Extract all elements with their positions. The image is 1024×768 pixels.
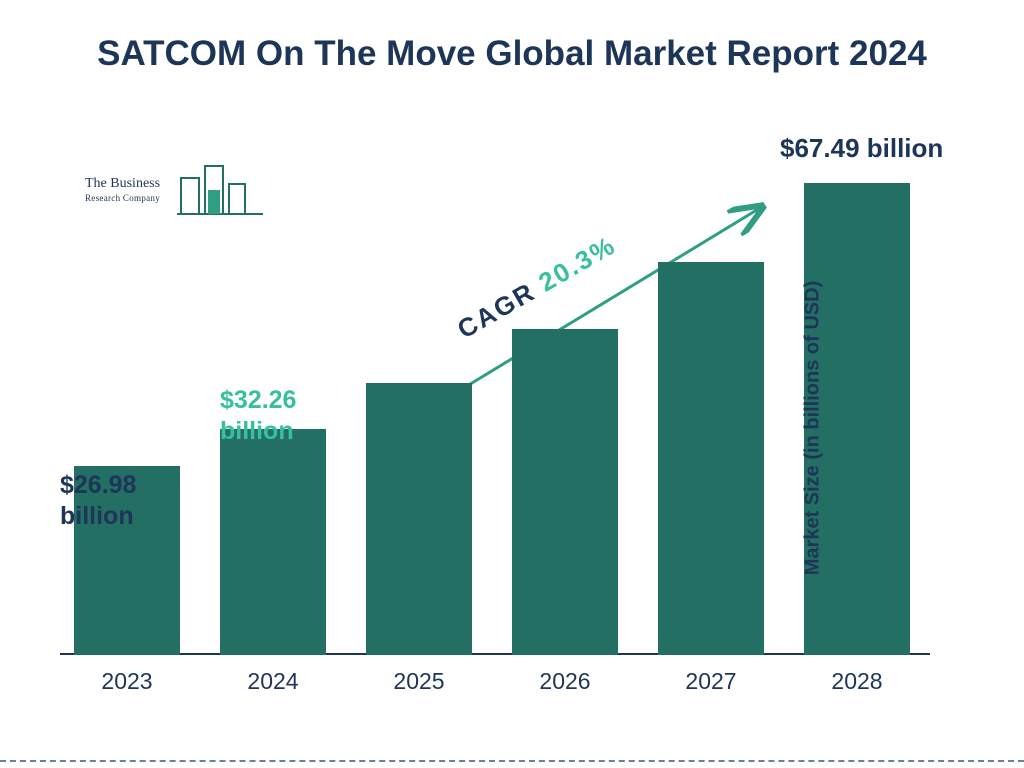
bar-2024: [220, 429, 326, 655]
value-label-2: $67.49 billion: [780, 132, 1000, 165]
value-label-0: $26.98 billion: [60, 470, 190, 533]
x-axis-line: [60, 653, 930, 655]
chart-plot-area: CAGR 20.3% $26.98 billion$32.26 billion$…: [60, 160, 930, 655]
x-label-2026: 2026: [495, 668, 635, 695]
cagr-arrow-icon: [60, 160, 930, 655]
cagr-value: 20.3%: [533, 230, 621, 298]
x-label-2028: 2028: [787, 668, 927, 695]
bar-2025: [366, 383, 472, 655]
x-label-2025: 2025: [349, 668, 489, 695]
y-axis-label: Market Size (in billions of USD): [801, 280, 824, 574]
chart-title: SATCOM On The Move Global Market Report …: [0, 30, 1024, 77]
bar-chart: CAGR 20.3% $26.98 billion$32.26 billion$…: [60, 160, 930, 695]
x-label-2027: 2027: [641, 668, 781, 695]
footer-divider: [0, 760, 1024, 762]
bar-2026: [512, 329, 618, 655]
bar-2027: [658, 262, 764, 655]
x-label-2023: 2023: [57, 668, 197, 695]
x-label-2024: 2024: [203, 668, 343, 695]
value-label-1: $32.26 billion: [220, 385, 350, 448]
